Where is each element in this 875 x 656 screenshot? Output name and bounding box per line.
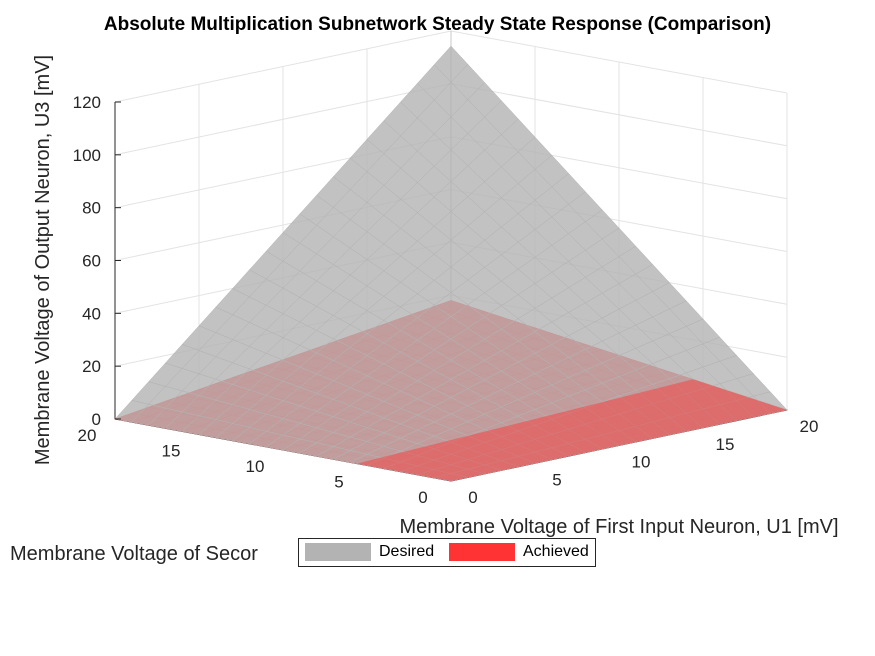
legend-swatch-desired: [305, 543, 371, 561]
legend-label-achieved: Achieved: [523, 543, 589, 561]
y-tick-label: 5: [334, 473, 343, 492]
x-tick-label: 10: [632, 453, 651, 472]
z-tick-label: 40: [82, 304, 101, 323]
y-tick-label: 15: [162, 442, 181, 461]
x-tick-label: 20: [800, 417, 819, 436]
z-tick-label: 60: [82, 252, 101, 271]
x-tick-label: 0: [468, 488, 477, 507]
z-tick-label: 20: [82, 357, 101, 376]
x-tick-label: 15: [716, 435, 735, 454]
legend-item-desired: Desired: [305, 543, 434, 561]
y-tick-label: 0: [418, 488, 427, 507]
z-tick-label: 100: [73, 146, 101, 165]
y-axis-label: Membrane Voltage of Secor: [10, 543, 258, 565]
x-tick-label: 5: [552, 470, 561, 489]
legend-swatch-achieved: [449, 543, 515, 561]
z-tick-label: 120: [73, 93, 101, 112]
y-tick-label: 20: [78, 426, 97, 445]
z-tick-label: 80: [82, 199, 101, 218]
z-axis-label: Membrane Voltage of Output Neuron, U3 [m…: [32, 55, 54, 465]
x-axis-label: Membrane Voltage of First Input Neuron, …: [399, 516, 838, 538]
legend-label-desired: Desired: [379, 543, 434, 561]
legend-item-achieved: Achieved: [449, 543, 589, 561]
y-tick-label: 10: [246, 457, 265, 476]
legend: Desired Achieved: [298, 538, 596, 567]
